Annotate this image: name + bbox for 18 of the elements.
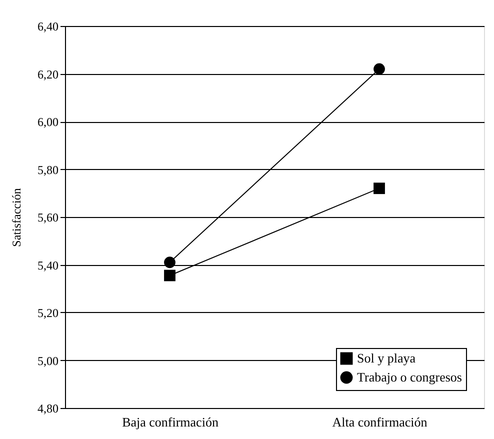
y-tick-label: 5,40 [38, 258, 58, 272]
point [374, 63, 385, 75]
y-tick-label: 4,80 [38, 402, 58, 416]
point [374, 182, 385, 194]
y-tick-label: 5,80 [38, 162, 58, 177]
x-tick-label: Baja confirmación [122, 414, 219, 430]
y-tick-label: 6,40 [38, 20, 58, 34]
y-tick-label: 5,60 [38, 210, 58, 224]
point [164, 270, 176, 282]
x-tick-label: Alta confirmación [332, 414, 428, 430]
y-tick-label: 5,00 [38, 354, 58, 368]
legend-label: Sol y playa [357, 350, 416, 366]
y-tick-label: 5,20 [38, 306, 58, 320]
point [164, 256, 176, 268]
legend-label: Trabajo o congresos [357, 370, 462, 384]
y-tick-label: 6,00 [38, 115, 58, 129]
y-tick-label: 6,20 [38, 67, 58, 82]
y-axis-title: Satisfacción [10, 188, 24, 247]
